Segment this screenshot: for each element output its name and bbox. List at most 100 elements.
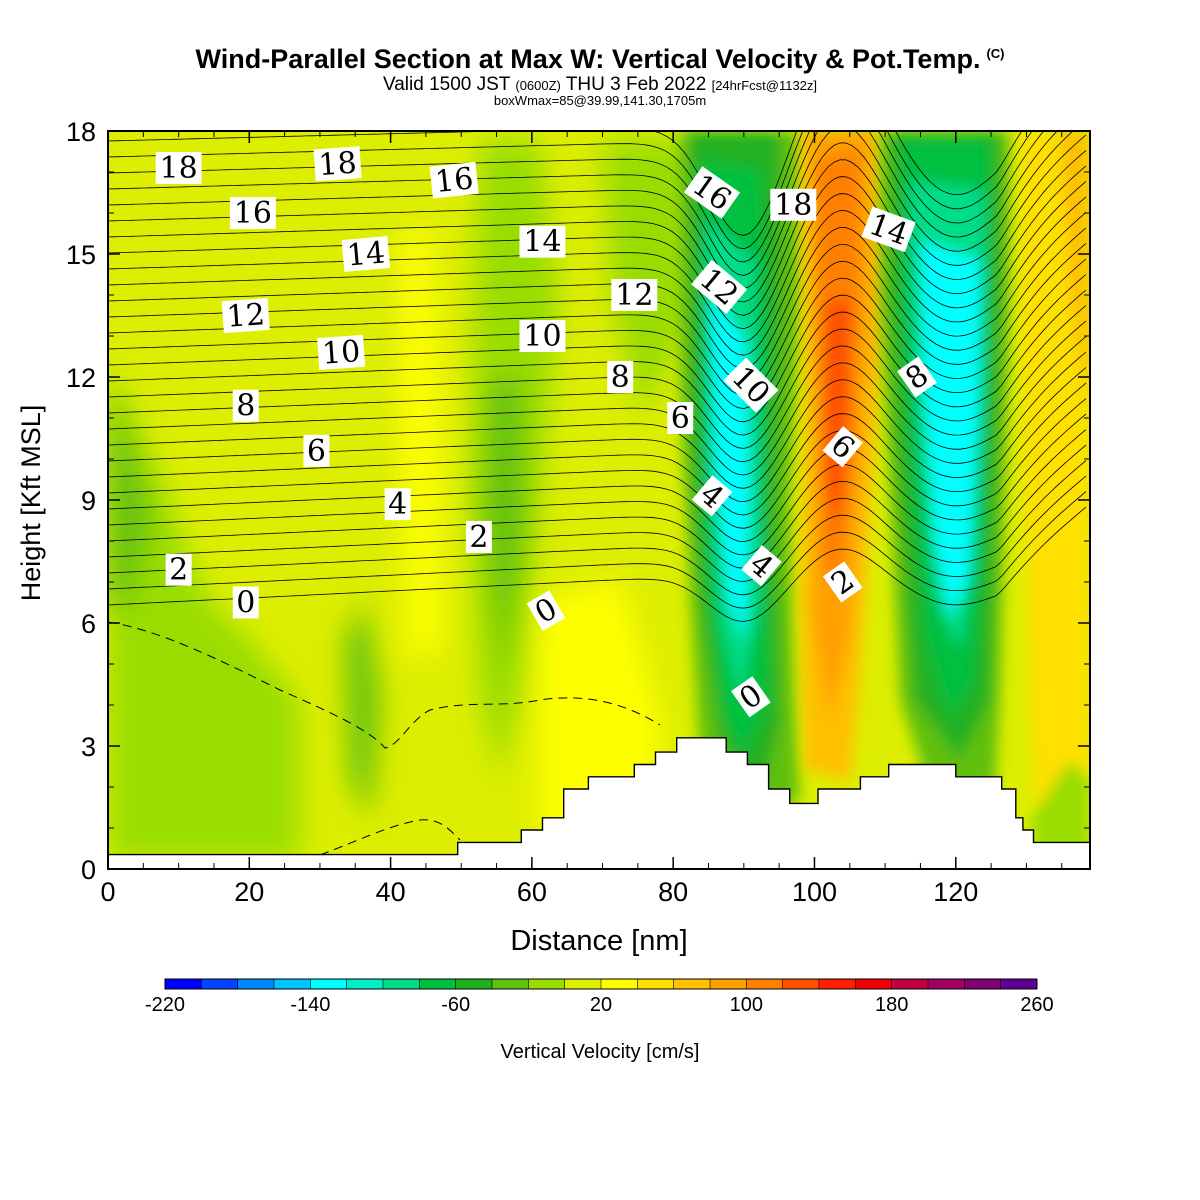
colorbar-swatch [1000, 979, 1038, 989]
isentrope-line [108, 181, 1087, 343]
valid-date: THU 3 Feb 2022 [565, 74, 707, 95]
x-tick-label: 40 [376, 877, 406, 907]
theta-label: 16 [429, 161, 479, 200]
theta-label: 6 [667, 401, 694, 436]
isentrope-line [108, 351, 1087, 489]
isentrope-line [108, 227, 1087, 383]
theta-label-text: 8 [611, 360, 630, 395]
theta-label-text: 4 [388, 487, 407, 522]
colorbar-tick-label: 20 [590, 994, 612, 1016]
colorbar-swatch [564, 979, 602, 989]
colorbar-swatch [855, 979, 893, 989]
chart-title: Wind-Parallel Section at Max W: Vertical… [0, 44, 1200, 75]
colorbar-swatch [746, 979, 784, 989]
colorbar-label: Vertical Velocity [cm/s] [501, 1041, 700, 1063]
y-tick-label: 15 [66, 240, 96, 270]
colorbar-swatch [782, 979, 820, 989]
boxwmax-label: boxWmax=85@39.99,141.30,1705m [493, 93, 707, 108]
x-tick-label: 80 [658, 877, 688, 907]
theta-label: 10 [519, 319, 566, 354]
theta-label-text: 10 [321, 334, 362, 372]
theta-label: 18 [313, 146, 362, 183]
y-tick-label: 9 [81, 486, 96, 516]
colorbar-swatch [601, 979, 638, 989]
colorbar-tick-label: -220 [145, 994, 185, 1016]
colorbar-swatch [528, 979, 566, 989]
theta-label: 10 [317, 334, 366, 372]
isentrope-line [108, 382, 1087, 516]
colorbar-tick-label: -60 [441, 994, 470, 1016]
colorbar-swatch [237, 979, 275, 989]
isentrope-line [108, 429, 1087, 556]
isentrope-line [108, 506, 1087, 622]
isentrope-line [108, 289, 1087, 436]
x-tick-label: 0 [100, 877, 115, 907]
isentrope-line [108, 165, 1087, 330]
theta-label: 14 [341, 235, 391, 274]
theta-label: 2 [465, 520, 492, 555]
y-tick-label: 0 [81, 855, 96, 885]
y-tick-label: 12 [66, 363, 96, 393]
isentrope-line [108, 305, 1087, 449]
isentrope-line [108, 196, 1087, 356]
theta-label-text: 8 [236, 389, 255, 424]
theta-label-text: 16 [433, 161, 475, 200]
colorbar-swatch [891, 979, 929, 989]
theta-label-text: 18 [160, 151, 198, 186]
colorbar-swatch [928, 979, 965, 989]
isentrope-line [108, 320, 1087, 463]
y-tick-label: 3 [81, 732, 96, 762]
colorbar-swatch [637, 979, 675, 989]
theta-label: 12 [611, 278, 658, 313]
theta-label: 16 [229, 196, 276, 231]
valid-time: Valid 1500 JST [382, 74, 511, 95]
colorbar-swatch [165, 979, 202, 989]
chart-subtitle: Valid 1500 JST (0600Z) THU 3 Feb 2022 [2… [0, 74, 1200, 96]
theta-label: 8 [232, 389, 259, 424]
theta-label: 0 [232, 586, 259, 621]
theta-label: 14 [519, 225, 566, 260]
colorbar-swatch [964, 979, 1002, 989]
theta-label: 18 [155, 151, 202, 186]
y-axis-label: Height [Kft MSL] [16, 405, 46, 602]
zero-velocity-contour [108, 621, 661, 749]
isentrope-line [108, 491, 1087, 609]
theta-label-text: 18 [774, 188, 812, 223]
isentrope-line [108, 131, 1058, 276]
isentrope-line [108, 243, 1087, 396]
isentrope-line [108, 398, 1087, 529]
theta-label-text: 0 [236, 586, 255, 621]
chart-title-text: Wind-Parallel Section at Max W: Vertical… [195, 44, 981, 74]
theta-label: 6 [303, 434, 330, 469]
theta-label-text: 12 [615, 278, 653, 313]
valid-zulu: (0600Z) [515, 78, 561, 93]
forecast-info: [24hrFcst@1132z] [711, 78, 818, 93]
colorbar-swatch [201, 979, 239, 989]
isentrope-line [108, 460, 1087, 582]
colorbar-swatch [274, 979, 311, 989]
theta-label-text: 6 [307, 434, 326, 469]
isentrope-line [108, 475, 1087, 596]
theta-label-text: 6 [671, 401, 690, 436]
theta-label: 2 [165, 553, 192, 588]
isentrope-line [108, 131, 1033, 250]
copyright-mark: (C) [986, 46, 1005, 61]
isentrope-line [108, 367, 1087, 503]
colorbar-swatch [710, 979, 747, 989]
isentrope-line [108, 212, 1087, 369]
colorbar-swatch [419, 979, 457, 989]
isentrope-line [108, 131, 1045, 263]
potential-temperature-contours [108, 131, 1087, 622]
theta-label-text: 16 [234, 196, 272, 231]
zero-velocity-contour-low [319, 819, 461, 856]
terrain [107, 737, 1091, 870]
colorbar-swatch [346, 979, 384, 989]
colorbar-tick-label: 100 [730, 994, 763, 1016]
x-tick-label: 20 [234, 877, 264, 907]
colorbar-swatch [819, 979, 856, 989]
isentrope-line [108, 444, 1087, 569]
theta-label: 4 [384, 487, 411, 522]
